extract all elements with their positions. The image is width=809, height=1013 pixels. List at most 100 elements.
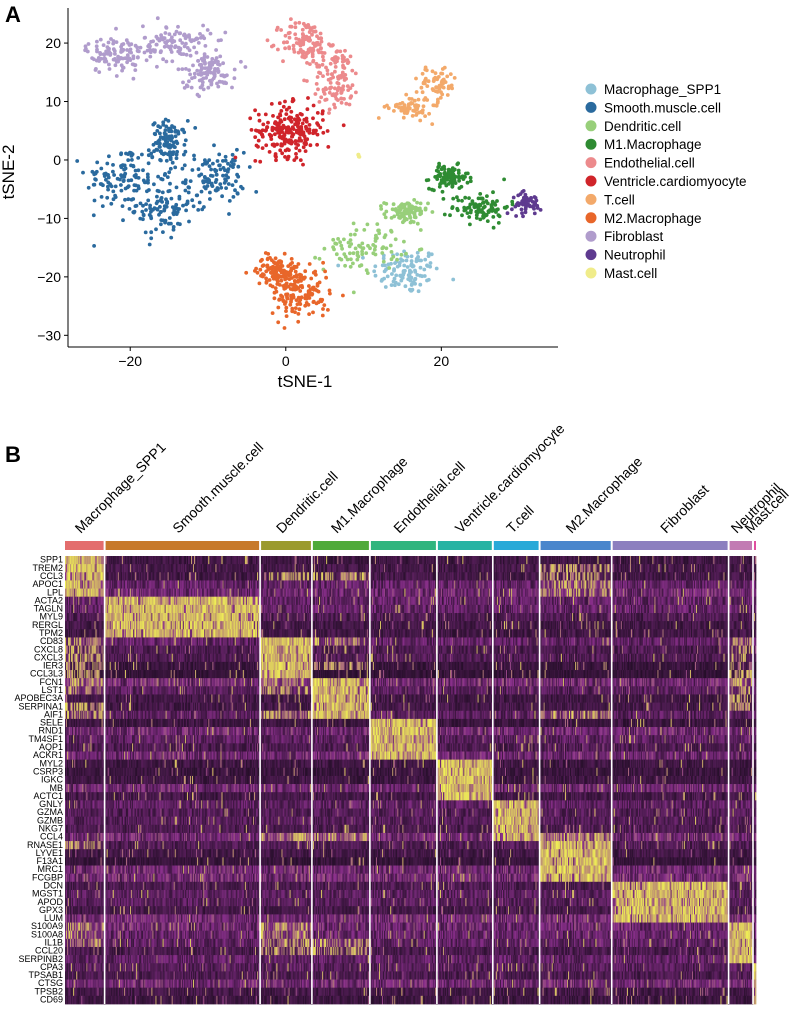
point	[293, 32, 297, 36]
point	[401, 101, 405, 105]
point	[155, 65, 159, 69]
point	[456, 199, 460, 203]
point	[282, 105, 286, 109]
point	[168, 189, 172, 193]
point	[279, 118, 283, 122]
point	[92, 213, 96, 217]
point	[432, 188, 436, 192]
point	[394, 237, 398, 241]
point	[346, 84, 350, 88]
point	[107, 41, 111, 45]
point	[329, 62, 333, 66]
point	[215, 56, 219, 60]
point	[313, 256, 317, 260]
point	[200, 190, 204, 194]
point	[134, 63, 138, 67]
point	[478, 192, 482, 196]
point	[241, 187, 245, 191]
point	[258, 119, 262, 123]
point	[412, 220, 416, 224]
point	[468, 223, 472, 227]
point	[157, 213, 161, 217]
point	[136, 55, 140, 59]
point	[437, 162, 441, 166]
point	[408, 203, 412, 207]
point	[175, 186, 179, 190]
legend-label: M2.Macrophage	[604, 211, 702, 226]
point	[279, 279, 283, 283]
legend-label: Mast.cell	[604, 266, 657, 281]
point	[372, 269, 376, 273]
panel-label-b: B	[5, 442, 21, 467]
point	[178, 48, 182, 52]
x-axis-title: tSNE-1	[278, 372, 333, 391]
point	[271, 275, 275, 279]
point	[384, 285, 388, 289]
point	[190, 86, 194, 90]
point	[286, 157, 290, 161]
point	[467, 215, 471, 219]
point	[423, 274, 427, 278]
point	[483, 205, 487, 209]
point	[166, 152, 170, 156]
point	[374, 237, 378, 241]
point	[178, 31, 182, 35]
point	[271, 114, 275, 118]
point	[218, 182, 222, 186]
point	[334, 65, 338, 69]
point	[95, 48, 99, 52]
point	[197, 41, 201, 45]
point	[493, 203, 497, 207]
point	[134, 204, 138, 208]
point	[466, 181, 470, 185]
point	[486, 219, 490, 223]
point	[90, 56, 94, 60]
point	[106, 173, 110, 177]
point	[248, 165, 252, 169]
point	[274, 256, 278, 260]
point	[261, 146, 265, 150]
point	[320, 51, 324, 55]
point	[165, 137, 169, 141]
legend-label: Macrophage_SPP1	[604, 82, 721, 97]
point	[298, 289, 302, 293]
point	[521, 198, 525, 202]
point	[428, 265, 432, 269]
point	[326, 129, 330, 133]
point	[384, 216, 388, 220]
point	[431, 210, 435, 214]
point	[216, 186, 220, 190]
legend-swatch	[586, 120, 597, 131]
point	[276, 320, 280, 324]
point	[395, 252, 399, 256]
point	[276, 274, 280, 278]
y-tick-label: −20	[37, 269, 61, 285]
point	[395, 103, 399, 107]
point	[421, 90, 425, 94]
point	[253, 135, 257, 139]
cluster-points-4	[266, 17, 358, 115]
point	[87, 42, 91, 46]
point	[491, 190, 495, 194]
point	[402, 270, 406, 274]
point	[319, 32, 323, 36]
point	[431, 87, 435, 91]
group-bar	[105, 541, 261, 550]
point	[355, 228, 359, 232]
group-bar-gap	[539, 540, 541, 551]
point	[153, 48, 157, 52]
point	[260, 258, 264, 262]
point	[410, 262, 414, 266]
point	[356, 253, 360, 257]
point	[273, 296, 277, 300]
point	[120, 189, 124, 193]
point	[310, 33, 314, 37]
point	[481, 216, 485, 220]
point	[425, 68, 429, 72]
point	[291, 125, 295, 129]
point	[120, 63, 124, 67]
point	[316, 87, 320, 91]
point	[520, 208, 524, 212]
